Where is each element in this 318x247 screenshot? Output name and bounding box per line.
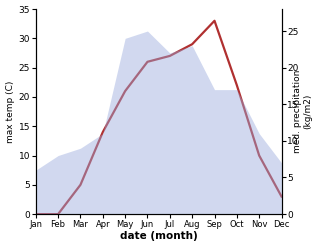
X-axis label: date (month): date (month) [120,231,197,242]
Y-axis label: med. precipitation
(kg/m2): med. precipitation (kg/m2) [293,70,313,153]
Y-axis label: max temp (C): max temp (C) [5,80,15,143]
